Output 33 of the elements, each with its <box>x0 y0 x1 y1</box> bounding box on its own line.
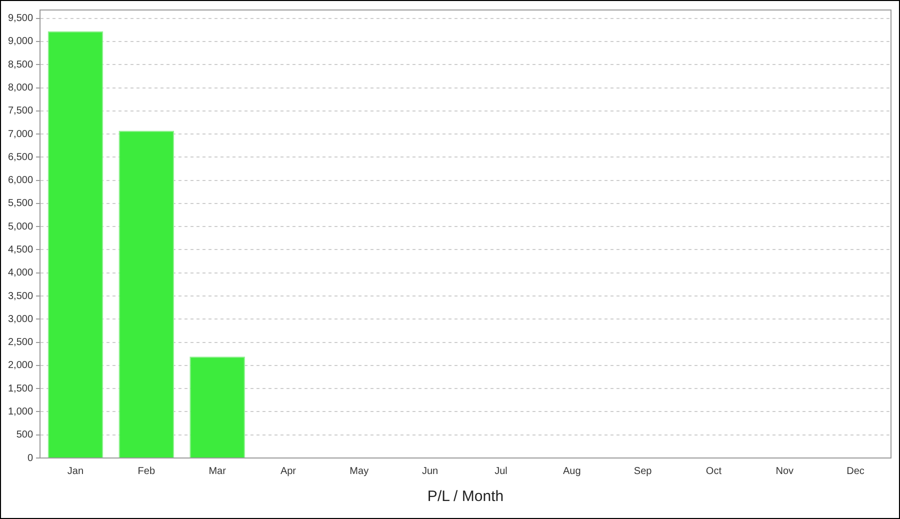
y-tick-label: 9,000 <box>8 36 34 48</box>
y-tick-label: 0 <box>27 452 34 464</box>
x-tick-label: Dec <box>846 466 864 477</box>
y-tick-label: 1,000 <box>8 406 34 418</box>
y-tick-label: 4,000 <box>8 268 34 279</box>
y-tick-label: 3,000 <box>8 314 34 325</box>
y-tick-label: 4,500 <box>8 244 34 256</box>
x-tick-label: Apr <box>280 466 297 477</box>
x-tick-label: Aug <box>562 466 581 477</box>
x-tick-label: Feb <box>138 466 156 477</box>
y-tick-label: 7,500 <box>8 106 34 117</box>
x-tick-label: Oct <box>706 466 722 477</box>
y-tick-label: 5,000 <box>8 221 34 232</box>
x-axis-title: P/L / Month <box>427 488 504 506</box>
x-tick-label: Nov <box>776 466 794 477</box>
y-tick-label: 9,500 <box>8 13 34 24</box>
x-tick-label: Mar <box>208 466 227 477</box>
x-tick-label: Jan <box>67 466 84 477</box>
y-tick-label: 2,000 <box>8 360 34 372</box>
y-tick-label: 1,500 <box>8 383 34 394</box>
y-tick-label: 8,000 <box>8 82 34 94</box>
x-tick-label: Sep <box>634 466 652 477</box>
y-tick-label: 3,500 <box>8 290 34 302</box>
y-tick-label: 5,500 <box>8 198 34 210</box>
y-tick-label: 2,500 <box>8 337 34 348</box>
y-tick-label: 8,500 <box>8 59 34 70</box>
y-tick-label: 500 <box>16 430 34 441</box>
x-tick-label: Jul <box>494 466 508 477</box>
y-tick-label: 6,000 <box>8 175 34 186</box>
y-tick-label: 7,000 <box>8 128 34 140</box>
y-tick-label: 6,500 <box>8 152 34 163</box>
x-tick-label: Jun <box>422 466 438 477</box>
x-tick-label: May <box>350 466 369 477</box>
